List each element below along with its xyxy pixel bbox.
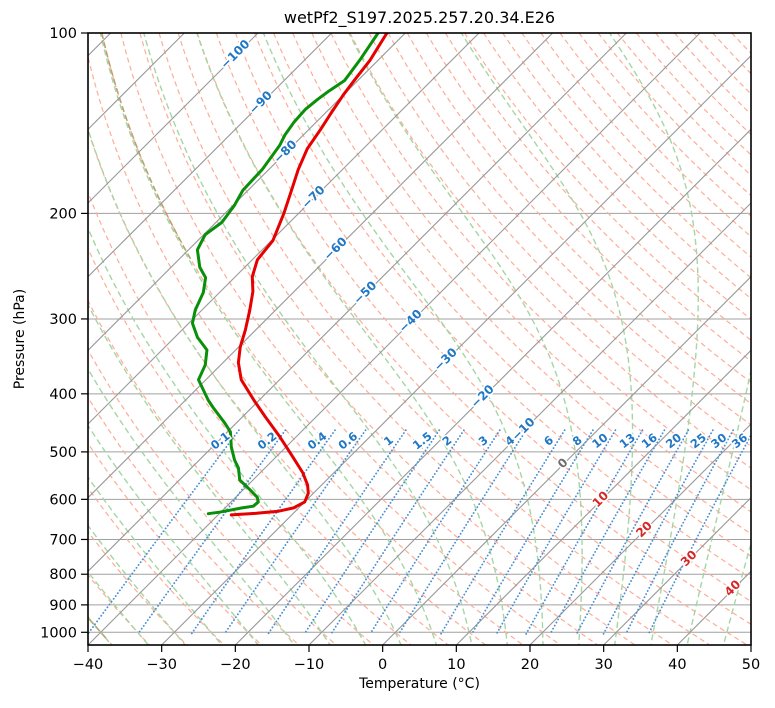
sounding-curves <box>190 33 389 517</box>
y-tick-label: 800 <box>49 567 77 583</box>
isotherm-label: −40 <box>396 307 425 336</box>
x-tick-label: 0 <box>378 657 387 673</box>
y-tick-label: 600 <box>49 492 77 508</box>
y-tick-label: 400 <box>49 387 77 403</box>
mixing-ratio-label: 2 <box>440 433 455 449</box>
isotherm-label: −50 <box>351 278 380 307</box>
plot-field <box>88 33 751 645</box>
mixing-ratio-label: 13 <box>617 430 638 451</box>
isotherm-label: −80 <box>271 137 300 166</box>
x-tick-label: −10 <box>294 657 325 673</box>
x-tick-label: 20 <box>521 657 539 673</box>
mixing-ratio-lines <box>88 429 751 635</box>
mixing-ratio-label: 10 <box>589 430 610 451</box>
mixing-ratio-label: 20 <box>663 430 684 451</box>
overlap-adiabats <box>88 33 193 639</box>
y-tick-label: 500 <box>49 445 77 461</box>
isotherm-label: −30 <box>431 345 460 374</box>
mixing-ratio-label: 1 <box>381 433 396 449</box>
dewpoint-curve <box>190 33 380 516</box>
x-tick-label: 40 <box>668 657 686 673</box>
y-tick-label: 300 <box>49 312 77 328</box>
isotherms <box>88 33 751 645</box>
moist-adiabats <box>88 33 751 645</box>
isotherm-label: −60 <box>321 234 350 263</box>
mixing-ratio-label: 25 <box>688 430 709 451</box>
y-tick-label: 1000 <box>40 625 77 641</box>
isotherm-label: −100 <box>218 37 253 72</box>
x-tick-label: −20 <box>220 657 251 673</box>
x-tick-label: 30 <box>594 657 612 673</box>
mixing-ratio-label: 6 <box>541 433 556 449</box>
y-tick-label: 700 <box>49 532 77 548</box>
plot-frame <box>87 32 752 646</box>
y-tick-label: 100 <box>49 26 77 42</box>
isotherm-label: −20 <box>468 382 497 411</box>
chart-title: wetPf2_S197.2025.257.20.34.E26 <box>283 8 556 27</box>
temperature-curve <box>229 33 389 517</box>
isotherm-label: 40 <box>722 577 744 599</box>
x-tick-label: −40 <box>73 657 104 673</box>
x-axis-title: Temperature (°C) <box>359 676 480 692</box>
y-tick-label: 200 <box>49 206 77 222</box>
mixing-ratio-label: 16 <box>639 430 660 451</box>
x-tick-label: 10 <box>447 657 465 673</box>
x-tick-label: 50 <box>742 657 760 673</box>
x-tick-label: −30 <box>146 657 177 673</box>
y-tick-label: 900 <box>49 598 77 614</box>
mixing-ratio-label: 0.6 <box>336 429 361 453</box>
isotherm-label: −70 <box>299 183 328 212</box>
mixing-ratio-label: 0.4 <box>305 429 330 453</box>
mixing-ratio-label: 3 <box>476 433 491 449</box>
isobar-gridlines <box>88 33 751 633</box>
mixing-ratio-label: 8 <box>570 433 585 449</box>
isotherm-label: 10 <box>590 488 612 510</box>
